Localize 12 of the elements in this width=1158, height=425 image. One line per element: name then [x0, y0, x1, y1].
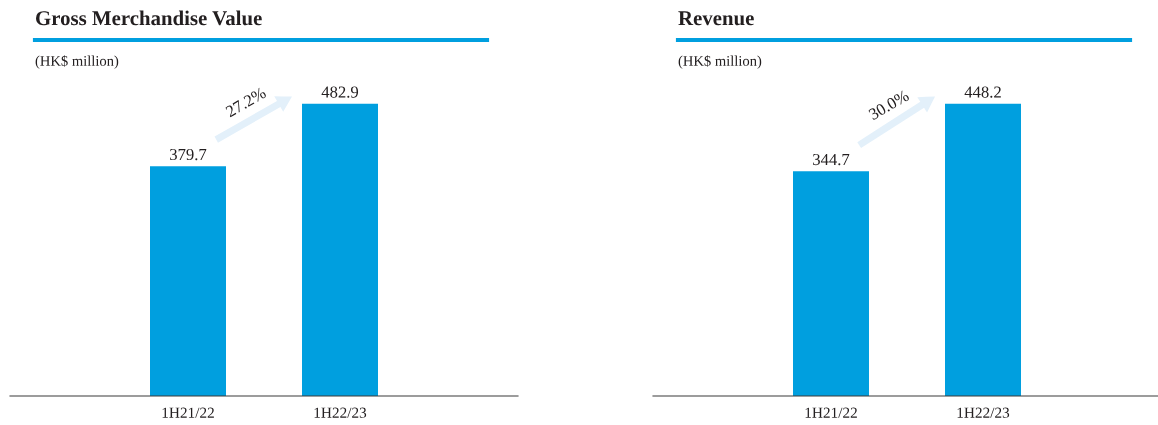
chart-title: Revenue	[678, 11, 754, 26]
chart-subtitle: (HK$ million)	[678, 55, 762, 69]
data-label: 482.9	[321, 86, 359, 98]
chart-subtitle: (HK$ million)	[35, 55, 119, 69]
x-tick-label: 1H21/22	[805, 407, 857, 418]
data-label: 448.2	[964, 86, 1001, 98]
data-label: 344.7	[813, 153, 850, 166]
x-tick-label: 1H21/22	[162, 407, 214, 418]
x-tick-label: 1H22/23	[314, 407, 367, 418]
x-tick-label: 1H22/23	[957, 407, 1010, 418]
data-label: 379.7	[170, 148, 207, 161]
chart-title: Gross Merchandise Value	[36, 10, 262, 26]
